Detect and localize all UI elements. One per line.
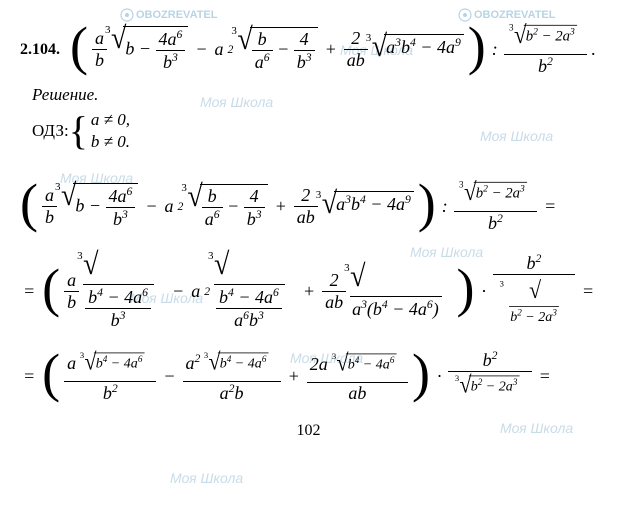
- step-3: ( a3b4 − 4a6 b2 a23b4 − 4a6 a2b 2a3b4 − …: [18, 349, 599, 404]
- step-2: ( ab 3b4 − 4a6b3 a2 3b4 − 4a6a6b3 2ab 3a…: [18, 252, 599, 331]
- page-number: 102: [18, 422, 599, 440]
- odz-block: ОДЗ: { a ≠ 0, b ≠ 0.: [32, 109, 599, 153]
- problem-number: 2.104.: [20, 41, 60, 59]
- odz-label: ОДЗ:: [32, 121, 69, 141]
- solution-label: Решение.: [32, 85, 599, 105]
- watermark: Моя Школа: [170, 470, 243, 486]
- step-1: ( ab 3b − 4a6b3 a2 3ba6 − 4b3 2ab 3a3b4 …: [18, 179, 599, 234]
- page-content: 2.104. ( ab 3b − 4a6b3 a2 3ba6 − 4b3 2ab…: [0, 0, 617, 440]
- problem-expression: 2.104. ( ab 3b − 4a6b3 a2 3ba6 − 4b3 2ab…: [18, 22, 599, 77]
- odz-line2: b ≠ 0.: [91, 131, 130, 153]
- odz-line1: a ≠ 0,: [91, 109, 130, 131]
